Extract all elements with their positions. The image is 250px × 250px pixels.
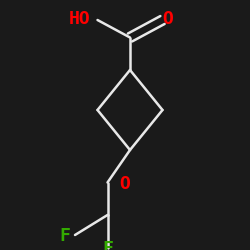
- Text: F: F: [102, 240, 113, 250]
- Text: O: O: [162, 10, 173, 28]
- Text: F: F: [60, 227, 70, 245]
- Text: HO: HO: [69, 10, 91, 28]
- Text: O: O: [120, 175, 130, 193]
